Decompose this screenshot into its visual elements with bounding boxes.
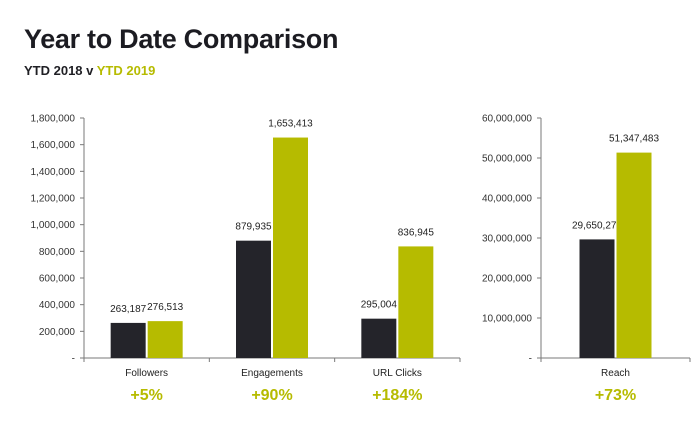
page-subtitle: YTD 2018 v YTD 2019 (24, 63, 155, 78)
chart2-y-tick-label: 10,000,000 (482, 314, 532, 325)
chart2-category-label: Reach (601, 368, 630, 379)
chart1-category-label: Followers (125, 368, 168, 379)
chart1-category-label: URL Clicks (373, 368, 422, 379)
chart1-change-label: +184% (372, 387, 422, 404)
chart2-bar-ytd2019 (616, 152, 652, 358)
chart1-y-tick-label: - (72, 354, 75, 365)
chart2-y-tick-label: 20,000,000 (482, 274, 532, 285)
chart1-data-label: 879,935 (235, 222, 272, 233)
subtitle-highlight: YTD 2019 (96, 63, 156, 78)
chart2-change-label: +73% (595, 387, 636, 404)
chart1-y-tick-label: 600,000 (39, 274, 76, 285)
chart1-y-tick-label: 800,000 (39, 247, 76, 258)
subtitle-prefix: YTD 2018 v (24, 63, 97, 78)
chart2-y-tick-label: 50,000,000 (482, 154, 532, 165)
chart1-y-tick-label: 1,600,000 (31, 140, 76, 151)
chart1-data-label: 1,653,413 (268, 119, 313, 130)
chart1-bar-ytd2018 (236, 240, 271, 358)
chart2-y-tick-label: 30,000,000 (482, 234, 532, 245)
chart1-y-tick-label: 400,000 (39, 300, 76, 311)
chart1-data-label: 836,945 (398, 227, 435, 238)
chart2-bar-ytd2018 (579, 239, 615, 358)
chart1-y-tick-label: 1,800,000 (31, 114, 76, 125)
chart1-y-tick-label: 200,000 (39, 327, 76, 338)
chart2-y-tick-label: 60,000,000 (482, 114, 532, 125)
page-title: Year to Date Comparison (24, 24, 339, 54)
chart2-data-label: 51,347,483 (609, 134, 659, 145)
chart1-y-tick-label: 1,000,000 (31, 220, 76, 231)
chart1-change-label: +5% (130, 387, 162, 404)
chart1-bar-ytd2019 (147, 321, 183, 358)
chart1-change-label: +90% (251, 387, 292, 404)
chart1-y-tick-label: 1,200,000 (31, 194, 76, 205)
chart2-y-tick-label: - (529, 354, 532, 365)
chart1-data-label: 263,187 (110, 304, 147, 315)
chart1-bar-ytd2018 (110, 322, 146, 358)
chart1-y-tick-label: 1,400,000 (31, 167, 76, 178)
chart1-bar-ytd2018 (361, 318, 397, 358)
chart1-bar-ytd2019 (398, 246, 434, 358)
chart2-data-label: 29,650,272 (572, 220, 622, 231)
chart1-bar-ytd2019 (273, 137, 308, 358)
chart1-data-label: 276,513 (147, 302, 184, 313)
chart2-y-tick-label: 40,000,000 (482, 194, 532, 205)
chart1-data-label: 295,004 (361, 300, 398, 311)
chart1-category-label: Engagements (241, 368, 303, 379)
